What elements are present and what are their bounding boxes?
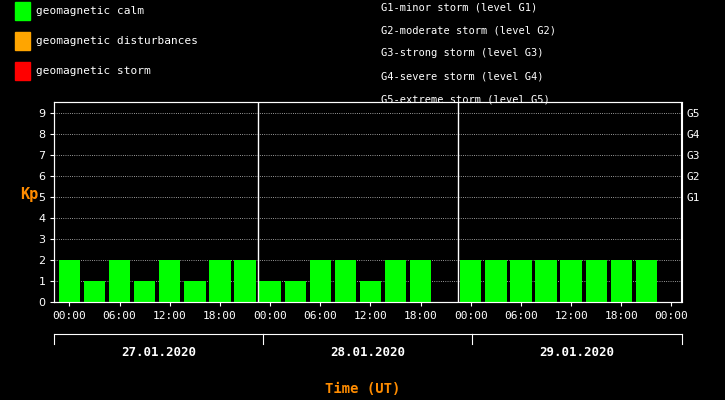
Text: G1-minor storm (level G1): G1-minor storm (level G1) — [381, 2, 537, 12]
Bar — [385, 260, 406, 302]
Y-axis label: Kp: Kp — [20, 187, 38, 202]
Bar — [535, 260, 557, 302]
Bar — [510, 260, 531, 302]
Text: 29.01.2020: 29.01.2020 — [539, 346, 615, 359]
Bar — [460, 260, 481, 302]
Text: G4-severe storm (level G4): G4-severe storm (level G4) — [381, 72, 543, 82]
Bar — [210, 260, 231, 302]
Bar — [636, 260, 657, 302]
Text: 27.01.2020: 27.01.2020 — [121, 346, 196, 359]
Bar — [109, 260, 130, 302]
Text: geomagnetic storm: geomagnetic storm — [36, 66, 151, 76]
Bar — [410, 260, 431, 302]
Bar — [284, 281, 306, 302]
Text: G5-extreme storm (level G5): G5-extreme storm (level G5) — [381, 95, 550, 105]
Text: G3-strong storm (level G3): G3-strong storm (level G3) — [381, 48, 543, 58]
Text: G2-moderate storm (level G2): G2-moderate storm (level G2) — [381, 25, 555, 35]
Text: 28.01.2020: 28.01.2020 — [331, 346, 405, 359]
Text: geomagnetic disturbances: geomagnetic disturbances — [36, 36, 198, 46]
Bar — [134, 281, 155, 302]
Bar — [234, 260, 256, 302]
Bar — [310, 260, 331, 302]
Bar — [84, 281, 105, 302]
Bar — [610, 260, 632, 302]
Bar — [586, 260, 607, 302]
Bar — [335, 260, 356, 302]
Text: Time (UT): Time (UT) — [325, 382, 400, 396]
Bar — [560, 260, 581, 302]
Bar — [260, 281, 281, 302]
Bar — [360, 281, 381, 302]
Bar — [184, 281, 205, 302]
Bar — [59, 260, 80, 302]
Bar — [485, 260, 507, 302]
Bar — [159, 260, 181, 302]
Text: geomagnetic calm: geomagnetic calm — [36, 6, 144, 16]
